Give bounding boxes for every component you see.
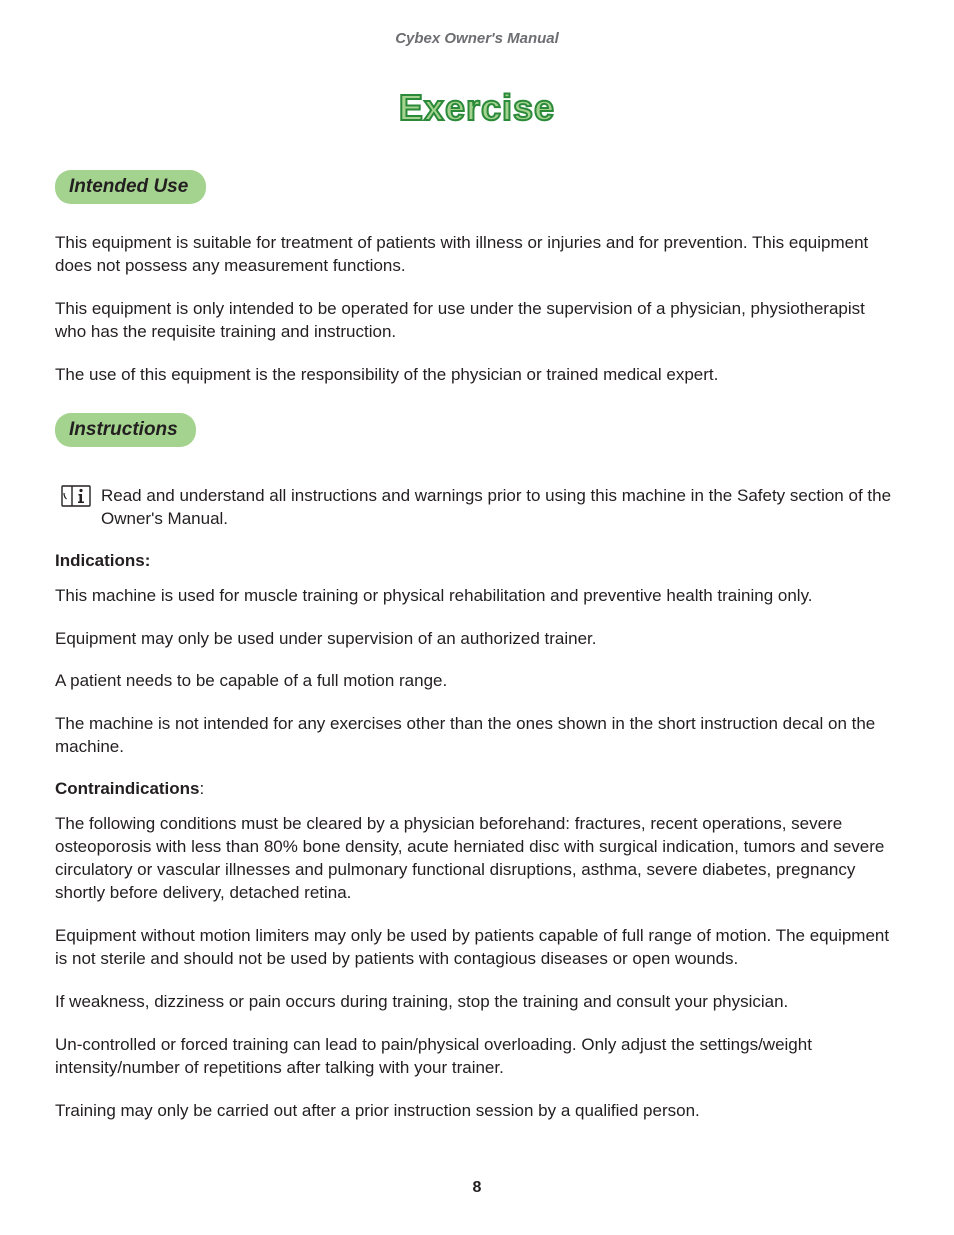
section-instructions-pill: Instructions xyxy=(55,413,196,447)
page-number: 8 xyxy=(0,1179,954,1197)
info-icon xyxy=(61,485,91,512)
indications-heading: Indications: xyxy=(55,551,899,571)
contraindications-p2: Equipment without motion limiters may on… xyxy=(55,925,899,971)
contraindications-label: Contraindications xyxy=(55,779,200,798)
contraindications-p1: The following conditions must be cleared… xyxy=(55,813,899,905)
intended-use-p3: The use of this equipment is the respons… xyxy=(55,364,899,387)
info-note-text: Read and understand all instructions and… xyxy=(101,485,899,531)
indications-p2: Equipment may only be used under supervi… xyxy=(55,628,899,651)
contraindications-colon: : xyxy=(200,779,205,798)
chapter-title-text: Exercise xyxy=(399,87,555,128)
section-intended-use-pill: Intended Use xyxy=(55,170,206,204)
chapter-title: Exercise xyxy=(55,87,899,129)
contraindications-p5: Training may only be carried out after a… xyxy=(55,1100,899,1123)
section-intended-use-label: Intended Use xyxy=(69,176,188,197)
page-header: Cybex Owner's Manual xyxy=(55,30,899,47)
contraindications-p4: Un-controlled or forced training can lea… xyxy=(55,1034,899,1080)
intended-use-p2: This equipment is only intended to be op… xyxy=(55,298,899,344)
contraindications-heading: Contraindications: xyxy=(55,779,899,799)
indications-p3: A patient needs to be capable of a full … xyxy=(55,670,899,693)
contraindications-p3: If weakness, dizziness or pain occurs du… xyxy=(55,991,899,1014)
section-instructions-label: Instructions xyxy=(69,419,178,440)
indications-p1: This machine is used for muscle training… xyxy=(55,585,899,608)
intended-use-p1: This equipment is suitable for treatment… xyxy=(55,232,899,278)
info-note-row: Read and understand all instructions and… xyxy=(55,485,899,531)
indications-p4: The machine is not intended for any exer… xyxy=(55,713,899,759)
